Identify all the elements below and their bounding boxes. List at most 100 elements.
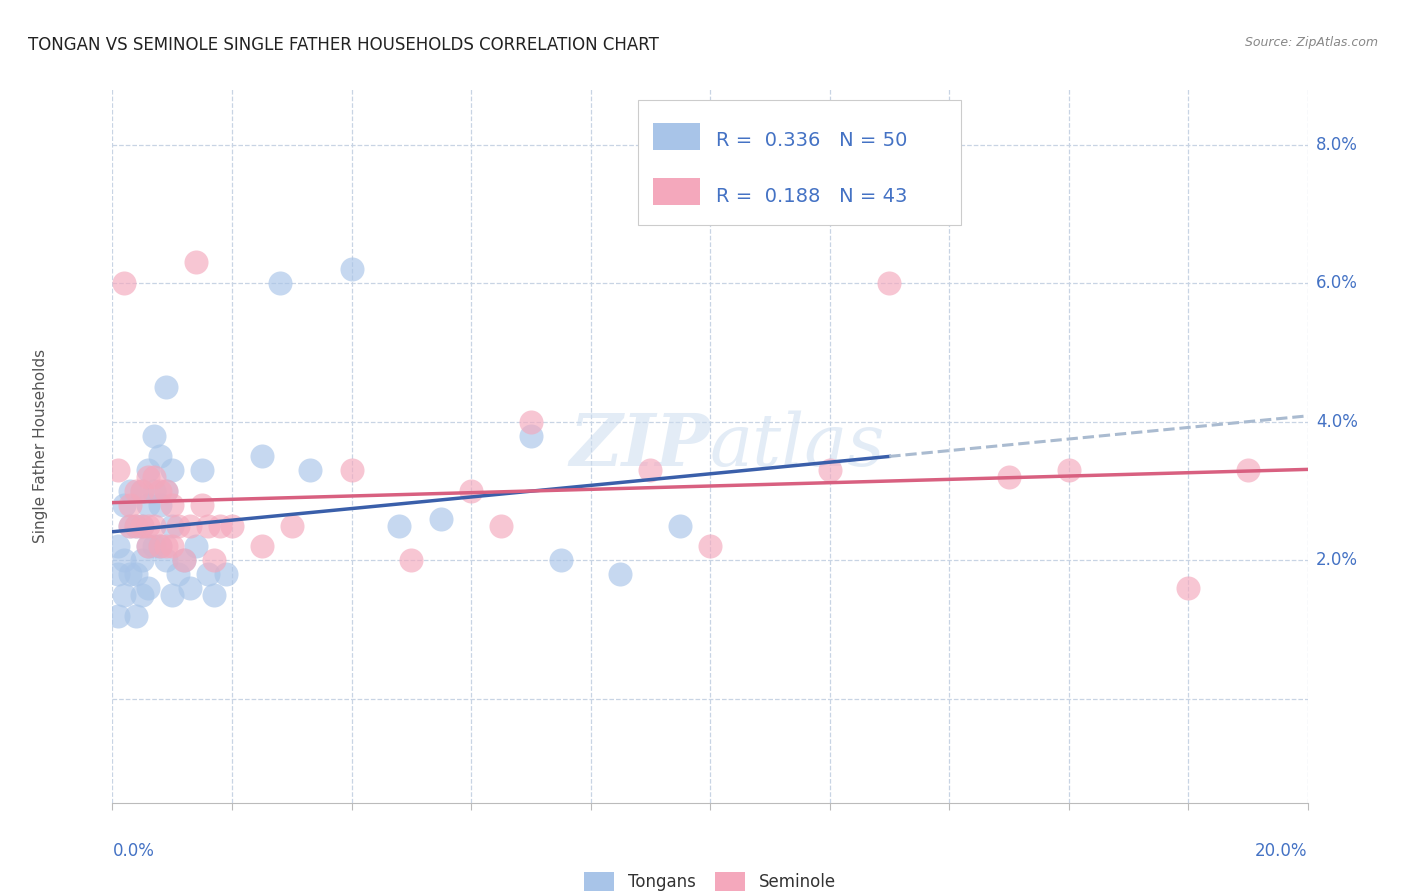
Point bbox=[155, 483, 177, 498]
Point bbox=[340, 262, 363, 277]
Point bbox=[120, 567, 142, 582]
Point bbox=[877, 276, 901, 290]
Point bbox=[250, 540, 273, 554]
Point bbox=[401, 553, 423, 567]
Point bbox=[520, 415, 543, 429]
Point bbox=[298, 463, 321, 477]
Point bbox=[149, 450, 172, 464]
Point bbox=[281, 518, 304, 533]
Text: Source: ZipAtlas.com: Source: ZipAtlas.com bbox=[1244, 36, 1378, 49]
Point bbox=[114, 553, 135, 567]
Text: Single Father Households: Single Father Households bbox=[32, 349, 48, 543]
Point bbox=[520, 428, 543, 442]
Point bbox=[162, 463, 183, 477]
Point bbox=[155, 483, 177, 498]
Text: R =  0.188   N = 43: R = 0.188 N = 43 bbox=[716, 186, 907, 206]
Point bbox=[138, 463, 160, 477]
Point bbox=[131, 483, 153, 498]
Point bbox=[138, 498, 160, 512]
Point bbox=[107, 540, 129, 554]
Point bbox=[120, 518, 142, 533]
Point bbox=[489, 518, 512, 533]
Text: 0.0%: 0.0% bbox=[112, 842, 155, 860]
Point bbox=[638, 463, 662, 477]
Point bbox=[162, 498, 183, 512]
FancyBboxPatch shape bbox=[638, 100, 960, 225]
Text: 4.0%: 4.0% bbox=[1316, 413, 1358, 431]
Point bbox=[818, 463, 841, 477]
Point bbox=[186, 255, 208, 269]
Point bbox=[202, 588, 225, 602]
Point bbox=[143, 483, 166, 498]
Point bbox=[120, 518, 142, 533]
Point bbox=[1177, 581, 1199, 595]
Point bbox=[138, 470, 160, 484]
Point bbox=[250, 450, 273, 464]
Point bbox=[143, 428, 166, 442]
Point bbox=[114, 498, 135, 512]
Text: ZIP: ZIP bbox=[569, 410, 710, 482]
Point bbox=[120, 498, 142, 512]
Point bbox=[167, 567, 190, 582]
Point bbox=[131, 483, 153, 498]
Point bbox=[155, 540, 177, 554]
Point bbox=[340, 463, 363, 477]
Point bbox=[197, 518, 219, 533]
Point bbox=[114, 276, 135, 290]
FancyBboxPatch shape bbox=[652, 122, 700, 150]
Point bbox=[125, 608, 148, 623]
Point bbox=[131, 518, 153, 533]
Point bbox=[550, 553, 572, 567]
Point bbox=[669, 518, 692, 533]
Text: TONGAN VS SEMINOLE SINGLE FATHER HOUSEHOLDS CORRELATION CHART: TONGAN VS SEMINOLE SINGLE FATHER HOUSEHO… bbox=[28, 36, 659, 54]
Point bbox=[162, 588, 183, 602]
Point bbox=[167, 518, 190, 533]
Point bbox=[125, 567, 148, 582]
Point bbox=[208, 518, 231, 533]
Point bbox=[131, 553, 153, 567]
Point bbox=[131, 588, 153, 602]
Point bbox=[155, 380, 177, 394]
Point bbox=[149, 483, 172, 498]
Point bbox=[191, 463, 214, 477]
Point bbox=[162, 540, 183, 554]
Legend: Tongans, Seminole: Tongans, Seminole bbox=[585, 871, 835, 891]
Point bbox=[131, 518, 153, 533]
Text: R =  0.336   N = 50: R = 0.336 N = 50 bbox=[716, 131, 907, 150]
Point bbox=[107, 463, 129, 477]
Point bbox=[1057, 463, 1080, 477]
Point bbox=[138, 518, 160, 533]
Point bbox=[173, 553, 195, 567]
Point bbox=[143, 470, 166, 484]
Point bbox=[107, 608, 129, 623]
Point bbox=[155, 553, 177, 567]
Point bbox=[269, 276, 291, 290]
Point bbox=[609, 567, 631, 582]
Point bbox=[197, 567, 219, 582]
Point bbox=[138, 540, 160, 554]
Point bbox=[215, 567, 238, 582]
Text: 20.0%: 20.0% bbox=[1256, 842, 1308, 860]
Point bbox=[998, 470, 1021, 484]
Point bbox=[460, 483, 482, 498]
Point bbox=[143, 518, 166, 533]
Point bbox=[120, 483, 142, 498]
FancyBboxPatch shape bbox=[652, 178, 700, 205]
Point bbox=[114, 588, 135, 602]
Point bbox=[149, 540, 172, 554]
Point bbox=[107, 567, 129, 582]
Point bbox=[149, 540, 172, 554]
Point bbox=[143, 540, 166, 554]
Point bbox=[699, 540, 721, 554]
Point bbox=[430, 512, 453, 526]
Point bbox=[388, 518, 411, 533]
Point bbox=[125, 483, 148, 498]
Point bbox=[202, 553, 225, 567]
Point bbox=[138, 581, 160, 595]
Point bbox=[138, 540, 160, 554]
Text: atlas: atlas bbox=[710, 410, 886, 482]
Point bbox=[173, 553, 195, 567]
Text: 2.0%: 2.0% bbox=[1316, 551, 1358, 569]
Point bbox=[191, 498, 214, 512]
Point bbox=[125, 518, 148, 533]
